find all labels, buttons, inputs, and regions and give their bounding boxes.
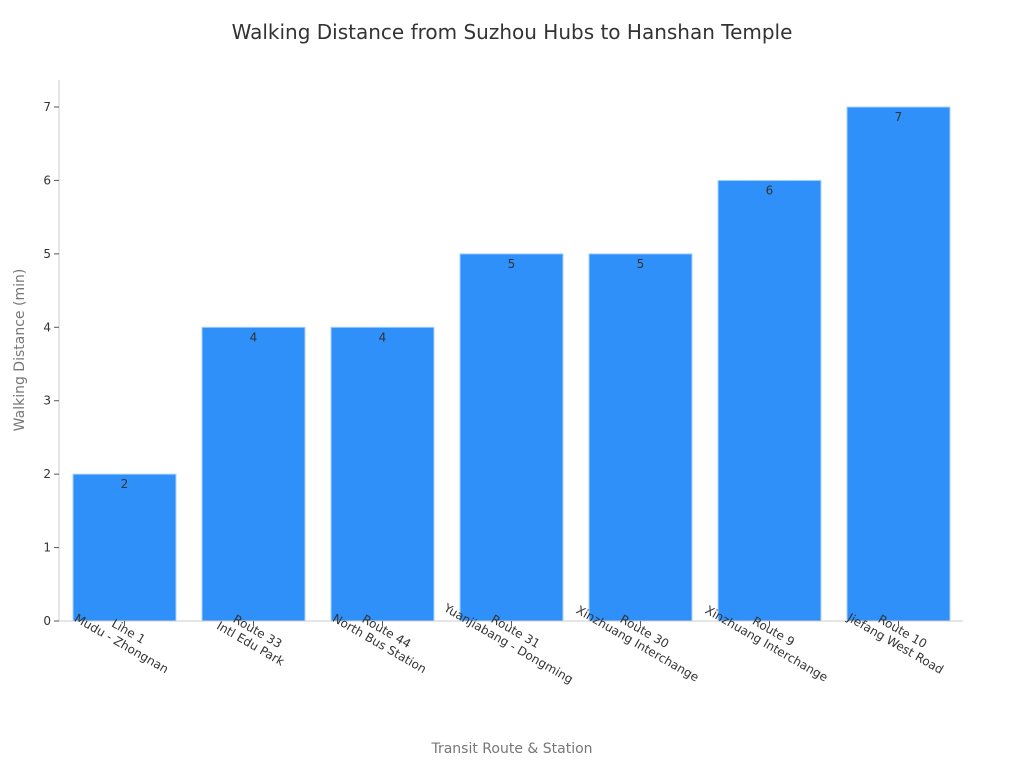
bar — [588, 253, 693, 622]
bar-value-label: 4 — [379, 330, 387, 344]
bar — [72, 473, 177, 622]
y-tick-label: 7 — [43, 100, 51, 114]
y-tick-label: 0 — [43, 614, 51, 628]
chart-title: Walking Distance from Suzhou Hubs to Han… — [231, 20, 793, 44]
y-tick-label: 1 — [43, 541, 51, 555]
bar-value-label: 4 — [250, 330, 258, 344]
x-axis-label: Transit Route & Station — [431, 741, 593, 757]
bar — [717, 179, 822, 622]
bar — [846, 106, 951, 622]
bar — [201, 326, 306, 622]
y-tick-label: 3 — [43, 394, 51, 408]
y-tick-label: 4 — [43, 320, 51, 334]
bar-value-label: 6 — [766, 183, 774, 197]
bar-value-label: 2 — [121, 477, 129, 491]
bar-value-label: 5 — [637, 257, 645, 271]
bar — [459, 253, 564, 622]
bar-value-label: 7 — [895, 110, 903, 124]
bar-value-label: 5 — [508, 257, 516, 271]
y-tick-label: 6 — [43, 173, 51, 187]
y-tick-label: 5 — [43, 247, 51, 261]
bar — [330, 326, 435, 622]
y-tick-label: 2 — [43, 467, 51, 481]
